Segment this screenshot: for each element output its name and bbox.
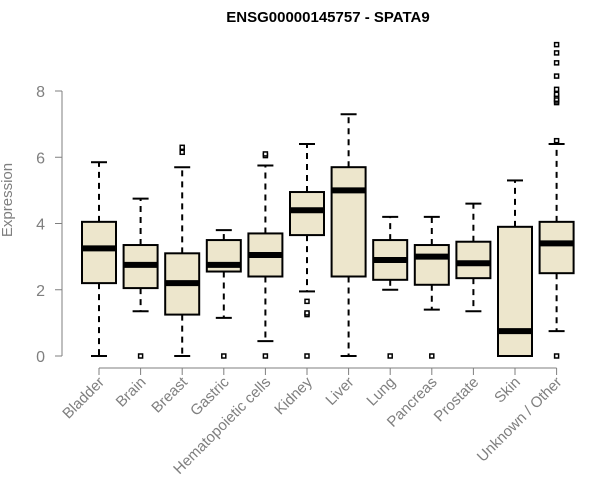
outlier-point xyxy=(304,310,310,316)
x-tick-label: Skin xyxy=(491,374,524,407)
iqr-box xyxy=(538,220,575,275)
outlier-point xyxy=(553,50,560,56)
iqr-box xyxy=(289,191,325,237)
outlier-point xyxy=(553,73,560,79)
outlier-point xyxy=(179,144,185,151)
x-tick-label: Lung xyxy=(363,374,399,410)
box-skin xyxy=(497,179,533,357)
iqr-box xyxy=(413,244,450,286)
outlier-point xyxy=(553,137,560,144)
box-bladder xyxy=(81,161,117,357)
y-axis-label: Expression xyxy=(0,163,16,237)
outlier-point xyxy=(179,149,185,156)
box-brain xyxy=(122,197,159,359)
y-tick-label: 4 xyxy=(36,217,45,234)
x-tick-label: Brain xyxy=(113,374,150,411)
x-tick-label: Breast xyxy=(148,373,191,416)
x-tick-label: Bladder xyxy=(59,374,108,423)
y-tick-label: 6 xyxy=(36,150,45,167)
box-liver xyxy=(330,113,367,357)
iqr-box xyxy=(81,220,117,285)
iqr-box xyxy=(497,225,533,357)
outlier-point xyxy=(553,41,560,48)
outlier-point xyxy=(221,353,227,359)
y-tick-label: 0 xyxy=(36,349,45,366)
iqr-box xyxy=(455,240,492,280)
outlier-point xyxy=(387,353,393,359)
outlier-point xyxy=(553,91,560,98)
box-breast xyxy=(164,144,201,357)
box-unknown-other xyxy=(538,41,575,359)
box-kidney xyxy=(289,143,325,359)
x-tick-label: Kidney xyxy=(271,373,316,418)
y-axis: 0 2 4 6 8 xyxy=(36,84,63,366)
box-hematopoietic-cells xyxy=(247,151,284,359)
box-series xyxy=(81,41,575,359)
outlier-point xyxy=(137,353,144,359)
iqr-box xyxy=(330,166,367,278)
outlier-point xyxy=(304,298,310,305)
box-gastric xyxy=(205,229,242,359)
outlier-point xyxy=(262,151,269,157)
box-pancreas xyxy=(413,215,450,359)
x-tick-label: Liver xyxy=(322,374,357,409)
y-tick-label: 2 xyxy=(36,283,45,300)
outlier-point xyxy=(553,353,560,359)
y-tick-label: 8 xyxy=(36,84,45,101)
x-tick-label: Prostate xyxy=(431,374,483,426)
box-lung xyxy=(372,215,409,359)
outlier-point xyxy=(262,353,269,359)
outlier-point xyxy=(553,86,560,93)
box-prostate xyxy=(455,202,492,313)
outlier-point xyxy=(553,60,560,66)
outlier-point xyxy=(304,353,310,359)
outlier-point xyxy=(429,353,435,359)
chart-title: ENSG00000145757 - SPATA9 xyxy=(226,9,429,26)
